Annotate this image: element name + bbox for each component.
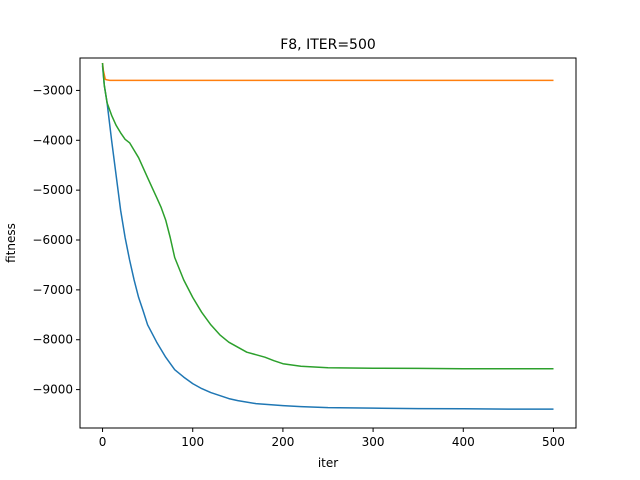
series-line-2 [101, 62, 554, 82]
y-tick-label: −3000 [32, 83, 73, 97]
y-tick-label: −5000 [32, 183, 73, 197]
series-layer [101, 62, 554, 410]
x-tick-label: 400 [452, 435, 475, 449]
y-tick-label: −4000 [32, 133, 73, 147]
chart-title: F8, ITER=500 [280, 37, 376, 53]
x-tick-label: 200 [271, 435, 294, 449]
y-axis-ticks: −3000 −4000 −5000 −6000 −7000 −8000 −9000 [32, 83, 80, 397]
x-tick-label: 500 [542, 435, 565, 449]
plot-area [79, 57, 577, 429]
y-tick-label: −9000 [32, 383, 73, 397]
y-axis-label: fitness [4, 223, 18, 263]
series-line-1 [101, 65, 554, 410]
x-axis-label: iter [318, 456, 338, 470]
x-axis-ticks: 0 100 200 300 400 500 [99, 428, 565, 449]
x-tick-label: 0 [99, 435, 107, 449]
x-tick-label: 300 [362, 435, 385, 449]
y-tick-label: −6000 [32, 233, 73, 247]
y-tick-label: −7000 [32, 283, 73, 297]
series-line-3 [101, 62, 554, 370]
y-tick-label: −8000 [32, 333, 73, 347]
axes-frame [79, 57, 577, 429]
x-tick-label: 100 [181, 435, 204, 449]
